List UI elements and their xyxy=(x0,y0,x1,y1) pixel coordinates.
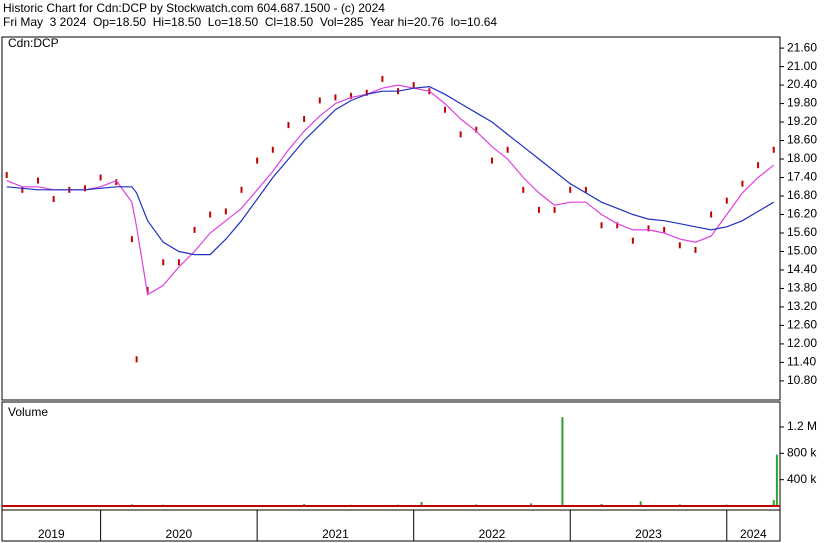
price-panel xyxy=(1,36,781,401)
price-bar xyxy=(37,177,40,184)
volume-bar xyxy=(639,501,642,506)
moving-average xyxy=(6,85,775,256)
volume-bar xyxy=(772,500,775,506)
price-bar xyxy=(694,246,697,253)
price-bar xyxy=(303,115,306,122)
price-bar xyxy=(444,106,447,113)
y-tick-label: 19.80 xyxy=(787,96,817,110)
panel-title: Volume xyxy=(8,405,48,419)
y-tick-label: 18.60 xyxy=(787,133,817,147)
price-bar xyxy=(647,225,650,232)
price-bar xyxy=(600,222,603,229)
price-bar xyxy=(271,146,274,153)
y-tick-label: 13.80 xyxy=(787,281,817,295)
price-bar xyxy=(256,157,259,164)
price-bar xyxy=(710,211,713,218)
price-bar xyxy=(616,222,619,229)
x-tick-label: 2019 xyxy=(38,527,65,541)
y-tick-label: 19.20 xyxy=(787,114,817,128)
volume-bar xyxy=(561,417,564,506)
price-bar xyxy=(99,174,102,181)
y-tick-label: 18.00 xyxy=(787,151,817,165)
y-tick-label: 12.60 xyxy=(787,318,817,332)
volume-bar xyxy=(420,502,423,506)
price-bar xyxy=(537,206,540,213)
header-line: Fri May 3 2024 Op=18.50 Hi=18.50 Lo=18.5… xyxy=(3,15,497,29)
price-bar xyxy=(224,208,227,215)
price-bar xyxy=(193,226,196,233)
x-tick-label: 2023 xyxy=(635,527,662,541)
y-tick-label: 16.80 xyxy=(787,188,817,202)
y-tick-label: 13.20 xyxy=(787,299,817,313)
price-bar xyxy=(663,226,666,233)
price-bar xyxy=(490,157,493,164)
y-tick-label: 12.00 xyxy=(787,336,817,350)
price-bar xyxy=(318,97,321,104)
y-tick-label: 15.60 xyxy=(787,225,817,239)
price-bar xyxy=(130,236,133,243)
price-bar xyxy=(678,242,681,249)
y-tick-label: 11.40 xyxy=(787,355,816,369)
header-line: Historic Chart for Cdn:DCP by Stockwatch… xyxy=(3,1,385,15)
x-tick-label: 2022 xyxy=(479,527,506,541)
time-axis xyxy=(1,509,781,542)
x-tick-label: 2024 xyxy=(740,527,767,541)
y-tick-label: 20.40 xyxy=(787,77,817,91)
price-bar xyxy=(553,206,556,213)
price-bar xyxy=(475,126,478,133)
y-tick-label: 800 k xyxy=(787,446,817,460)
price-bar xyxy=(569,186,572,193)
price-bar xyxy=(135,356,138,363)
price-bar xyxy=(350,92,353,99)
price-bar xyxy=(162,259,165,266)
price-bar xyxy=(177,259,180,266)
price-bar xyxy=(725,197,728,204)
price-bar xyxy=(287,122,290,129)
y-tick-label: 21.00 xyxy=(787,59,817,73)
price-bar xyxy=(757,162,760,169)
y-tick-label: 400 k xyxy=(787,472,817,486)
volume-bar xyxy=(530,503,533,506)
price-bar xyxy=(772,146,775,153)
x-tick-label: 2021 xyxy=(322,527,349,541)
price-bar xyxy=(52,196,55,203)
y-tick-label: 17.40 xyxy=(787,170,817,184)
price-bar xyxy=(240,186,243,193)
moving-average xyxy=(6,84,775,296)
price-bar xyxy=(741,180,744,187)
price-bar xyxy=(209,211,212,218)
volume-bar xyxy=(775,454,778,506)
price-bar xyxy=(459,131,462,138)
price-bar xyxy=(146,286,149,293)
y-tick-label: 16.20 xyxy=(787,207,817,221)
y-tick-label: 21.60 xyxy=(787,40,817,54)
price-bar xyxy=(631,237,634,244)
price-bar xyxy=(21,186,24,193)
y-tick-label: 14.40 xyxy=(787,262,817,276)
price-bar xyxy=(584,186,587,193)
y-tick-label: 1.2 M xyxy=(787,419,817,433)
price-bar xyxy=(334,94,337,101)
price-bar xyxy=(365,89,368,96)
price-bar xyxy=(381,75,384,82)
panel-title: Cdn:DCP xyxy=(8,36,59,50)
price-bar xyxy=(5,172,8,179)
y-tick-label: 10.80 xyxy=(787,373,817,387)
price-bar xyxy=(83,185,86,192)
price-bar xyxy=(115,179,118,186)
price-bar xyxy=(522,186,525,193)
price-bar xyxy=(506,146,509,153)
x-tick-label: 2020 xyxy=(166,527,193,541)
price-bar xyxy=(412,82,415,89)
y-tick-label: 15.00 xyxy=(787,244,817,258)
